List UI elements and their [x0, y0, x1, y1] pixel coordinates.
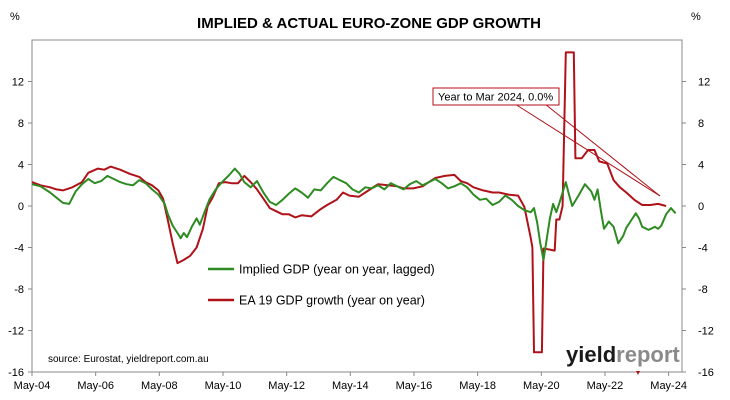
right-axis-unit: % — [691, 11, 701, 23]
series-layer — [31, 51, 677, 354]
annotation: Year to Mar 2024, 0.0% — [432, 87, 661, 375]
yieldreport-logo: yieldreport — [566, 342, 680, 367]
left-tick-label: -8 — [14, 284, 24, 296]
x-tick-label: May-22 — [587, 380, 624, 392]
left-tick-label: -12 — [8, 326, 24, 338]
annotation-leader-2 — [544, 103, 661, 197]
left-tick-label: -16 — [8, 367, 24, 379]
right-tick-label: 0 — [698, 201, 704, 213]
left-tick-label: 0 — [18, 201, 24, 213]
x-tick-label: May-06 — [77, 380, 114, 392]
logo-text: yieldreport — [566, 342, 680, 367]
x-tick-label: May-12 — [268, 380, 305, 392]
left-tick-label: 12 — [12, 77, 24, 89]
annotation-leader-1 — [514, 103, 661, 197]
source-note: source: Eurostat, yieldreport.com.au — [48, 354, 209, 365]
chart-title: IMPLIED & ACTUAL EURO-ZONE GDP GROWTH — [197, 15, 541, 32]
right-axis: 12 8 4 0 -4 -8 -12 -16 — [682, 77, 714, 379]
right-tick-label: -12 — [698, 326, 714, 338]
x-tick-label: May-04 — [14, 380, 51, 392]
right-tick-label: -8 — [698, 284, 708, 296]
right-tick-label: 12 — [698, 77, 710, 89]
left-axis: 12 8 4 0 -4 -8 -12 -16 — [8, 77, 32, 379]
x-tick-label: May-10 — [205, 380, 242, 392]
x-tick-label: May-20 — [523, 380, 560, 392]
legend-label-ea19: EA 19 GDP growth (year on year) — [239, 294, 425, 308]
left-tick-label: 4 — [18, 160, 24, 172]
right-tick-label: -16 — [698, 367, 714, 379]
x-tick-label: May-24 — [650, 380, 687, 392]
x-tick-label: May-16 — [396, 380, 433, 392]
right-tick-label: -4 — [698, 243, 708, 255]
series-line-implied-gdp — [31, 167, 677, 261]
x-tick-label: May-08 — [141, 380, 178, 392]
legend-label-implied: Implied GDP (year on year, lagged) — [239, 263, 435, 277]
left-tick-label: -4 — [14, 243, 24, 255]
annotation-box — [432, 87, 560, 106]
annotation-marker — [636, 371, 640, 375]
right-tick-label: 8 — [698, 118, 704, 130]
right-tick-label: 4 — [698, 160, 704, 172]
annotation-text: Year to Mar 2024, 0.0% — [438, 92, 553, 104]
left-axis-unit: % — [10, 11, 20, 23]
x-tick-label: May-14 — [332, 380, 369, 392]
legend: Implied GDP (year on year, lagged) EA 19… — [208, 263, 435, 308]
left-tick-label: 8 — [18, 118, 24, 130]
x-axis: May-04 May-06 May-08 May-10 May-12 May-14 May-… — [14, 372, 687, 392]
x-tick-label: May-18 — [459, 380, 496, 392]
series-line-ea19-gdp — [31, 51, 667, 354]
